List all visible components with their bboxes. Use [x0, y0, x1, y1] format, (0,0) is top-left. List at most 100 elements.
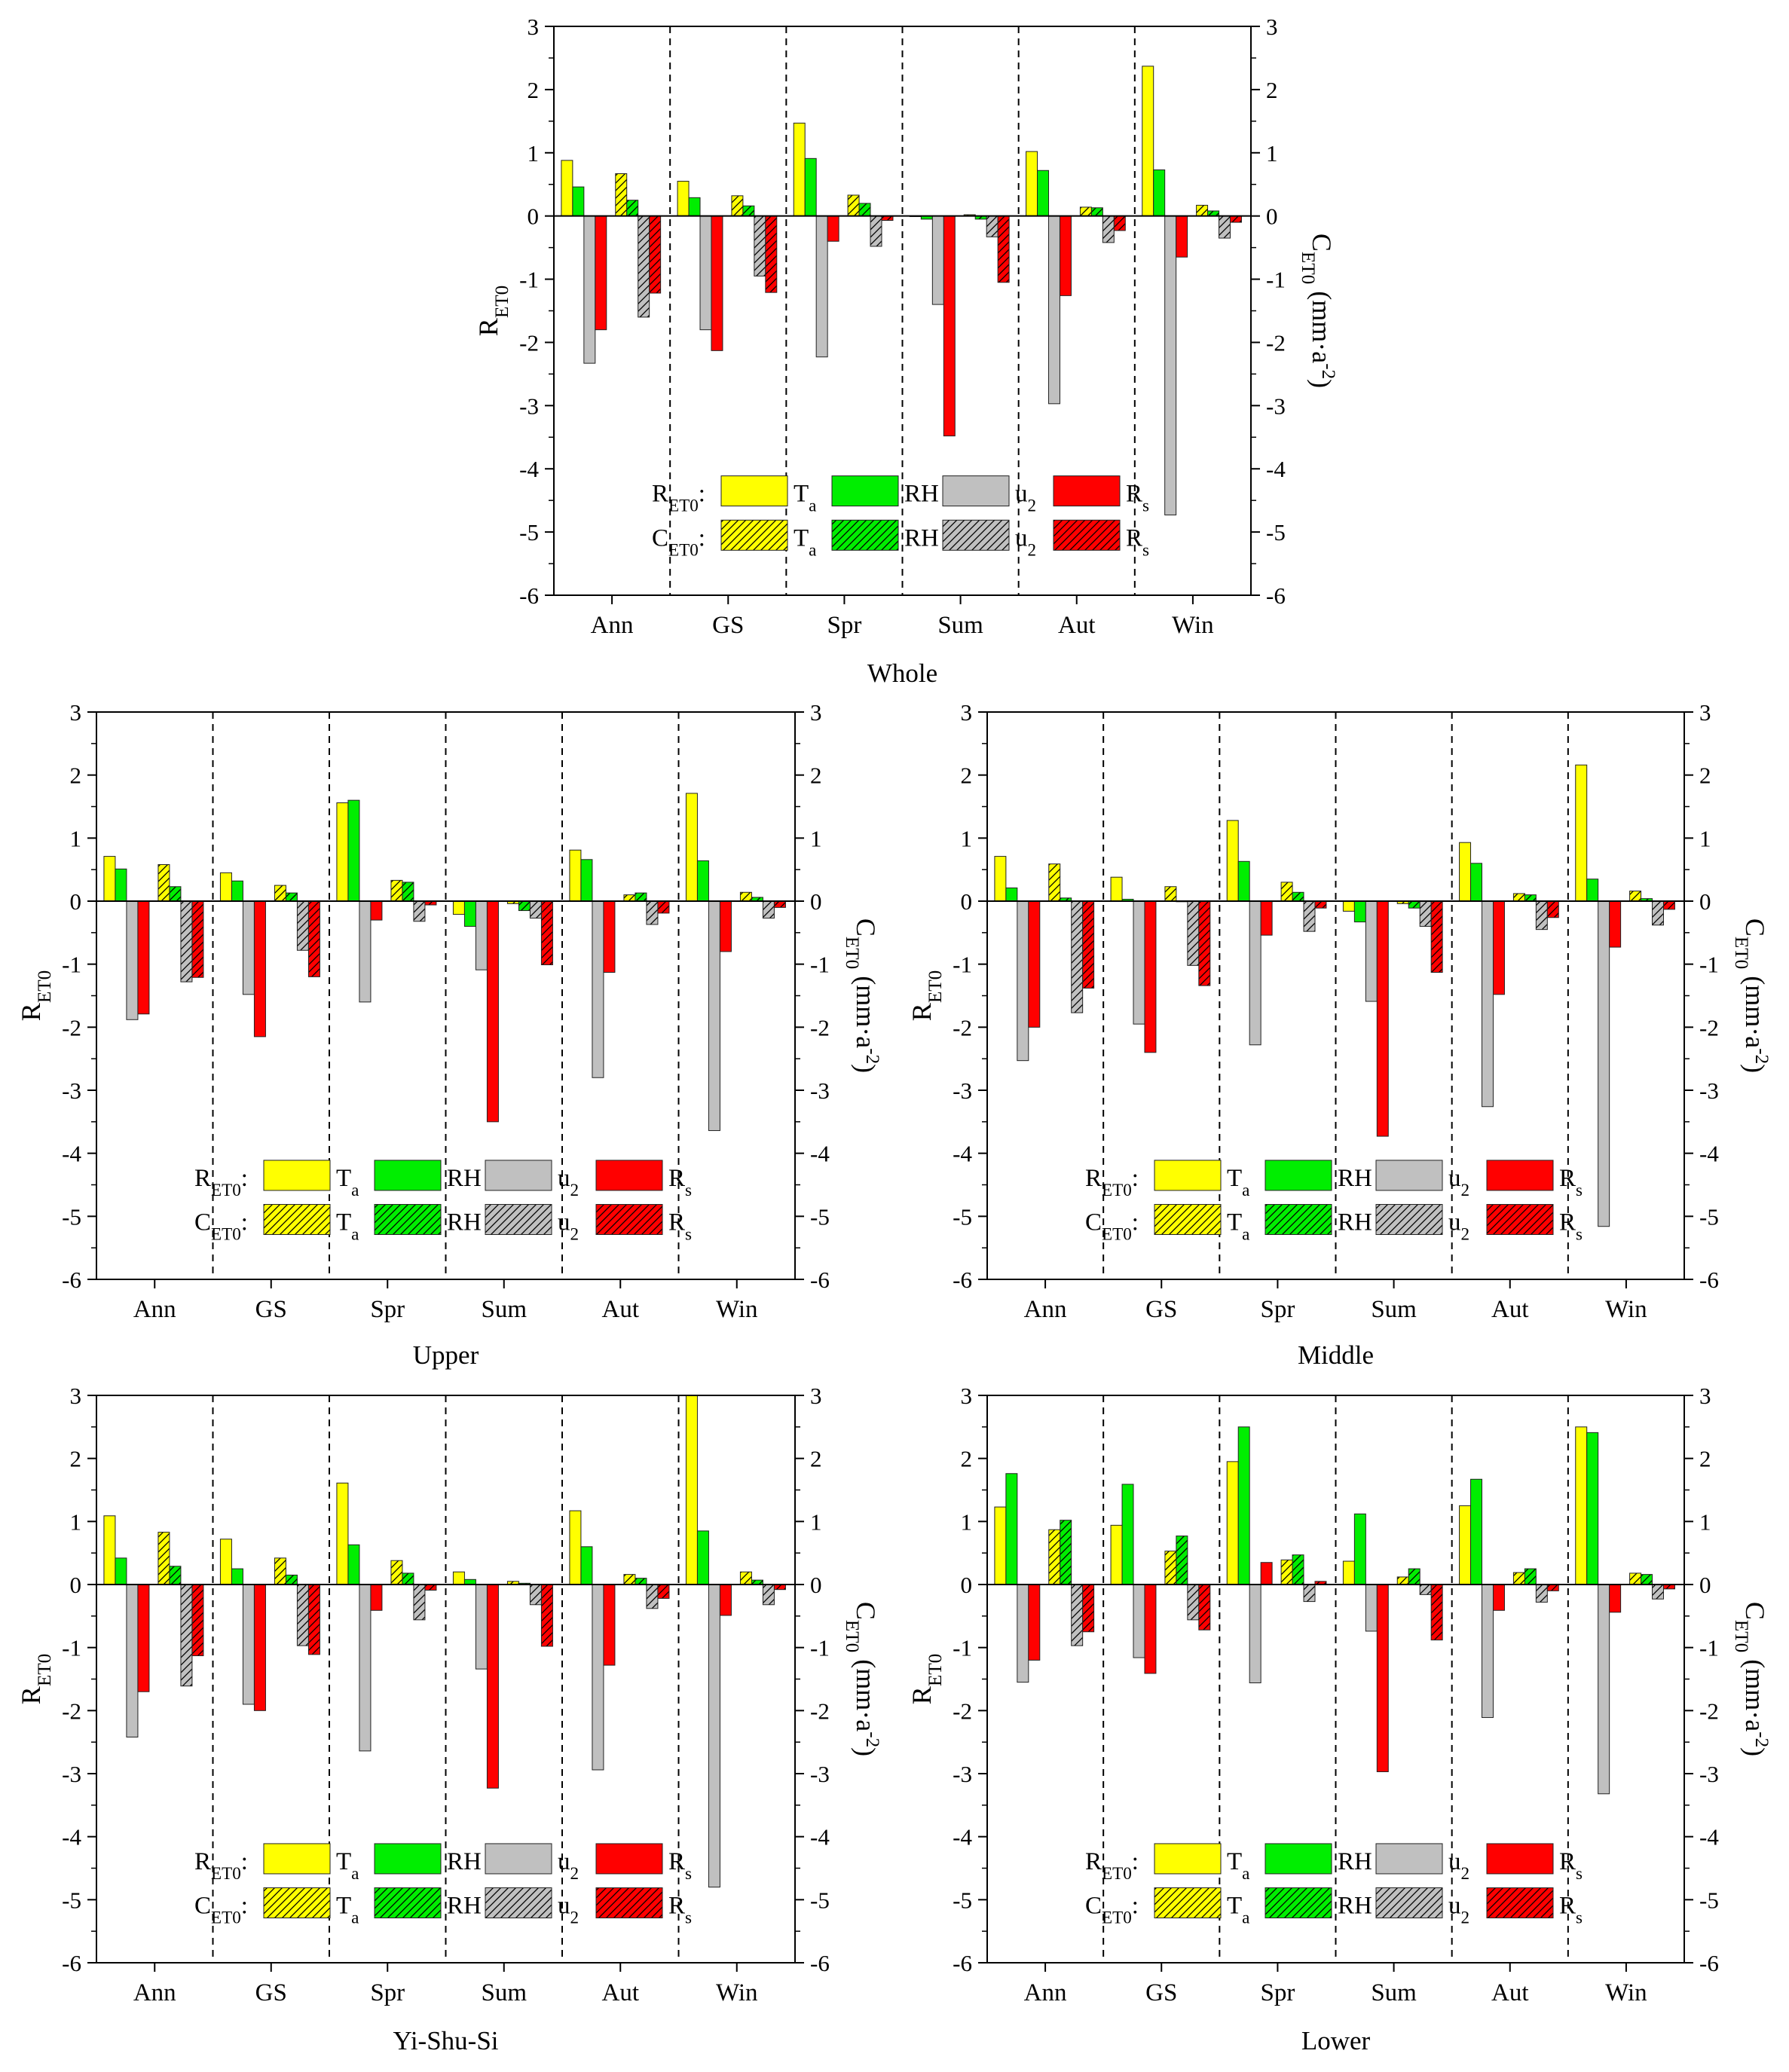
- x-category-label: Sum: [1371, 1979, 1417, 2006]
- bar-ret0-ta-gs: [219, 872, 232, 902]
- right-tick-label: -6: [1699, 1950, 1719, 1976]
- chart-panel-lower: 3 3 2 2 1 1 0 0 -1 -1 -2 -2 -3 -3 -4 -4 -5 -5 -6 -6 Ann GS Spr…: [907, 1383, 1772, 2055]
- bar-cet0-u2-spr: [413, 1584, 426, 1621]
- right-tick-label: 1: [1699, 1508, 1711, 1535]
- left-tick-label: -1: [953, 952, 972, 978]
- x-category-label: Win: [716, 1979, 758, 2006]
- left-tick-label: 0: [70, 1572, 82, 1598]
- bar-cet0-u2-spr: [413, 900, 426, 922]
- bar-ret0-u2-ann: [126, 1584, 139, 1737]
- legend-swatch-ta: [1154, 1160, 1222, 1191]
- bar-ret0-u2-win: [1598, 900, 1610, 1227]
- bar-cet0-ta-gs: [1164, 886, 1177, 902]
- left-tick-label: 0: [961, 888, 973, 915]
- bar-ret0-rs-ann: [1028, 900, 1041, 1028]
- bar-ret0-rh-ann: [115, 868, 127, 902]
- legend-label-rh: RH: [447, 1209, 482, 1236]
- legend-cet0-label: CET0:: [194, 1893, 248, 1927]
- bar-cet0-u2-ann: [180, 1584, 193, 1687]
- bar-cet0-rs-gs: [765, 215, 778, 293]
- chart-panel-middle: 3 3 2 2 1 1 0 0 -1 -1 -2 -2 -3 -3 -4 -4 -5 -5 -6 -6 Ann GS Spr…: [907, 699, 1772, 1370]
- left-tick-label: -1: [62, 1635, 81, 1661]
- bar-ret0-rh-spr: [804, 157, 817, 217]
- legend-label-ta: Ta: [794, 524, 816, 559]
- bar-ret0-rh-ann: [1005, 887, 1018, 902]
- bar-ret0-u2-spr: [359, 900, 372, 1003]
- bar-ret0-rh-ann: [572, 186, 585, 217]
- x-category-label: Spr: [827, 612, 861, 639]
- legend-swatch-rh: [374, 1204, 442, 1236]
- panel-title: Lower: [1301, 2026, 1371, 2055]
- legend-swatch-ta: [1154, 1204, 1222, 1236]
- bar-cet0-rs-gs: [307, 1584, 320, 1655]
- bar-cet0-u2-aut: [1102, 215, 1115, 243]
- bar-cet0-ta-win: [1196, 204, 1209, 217]
- legend-label-rs: Rs: [668, 1165, 692, 1199]
- x-category-label: Sum: [481, 1979, 527, 2006]
- bar-ret0-rh-spr: [1237, 1426, 1250, 1585]
- legend-swatch-rh: [1265, 1887, 1332, 1919]
- right-tick-label: 3: [810, 699, 822, 726]
- bar-ret0-ta-ann: [994, 856, 1007, 902]
- bar-cet0-rh-gs: [1176, 1536, 1188, 1585]
- legend-label-rs: Rs: [1559, 1209, 1583, 1244]
- bar-cet0-rs-ann: [1082, 1584, 1095, 1633]
- bar-cet0-rs-ann: [1082, 900, 1095, 989]
- bar-ret0-ta-gs: [1110, 876, 1123, 902]
- bar-cet0-u2-spr: [1303, 1584, 1316, 1603]
- legend-swatch-u2: [1375, 1160, 1443, 1191]
- right-tick-label: 2: [810, 1446, 822, 1472]
- legend-label-ta: Ta: [1227, 1209, 1249, 1244]
- right-axis-label: CET0 (mm·a-2): [843, 918, 883, 1073]
- x-category-label: Sum: [481, 1296, 527, 1323]
- right-tick-label: 1: [1266, 140, 1278, 167]
- legend-label-rh: RH: [904, 481, 939, 508]
- legend-swatch-ta: [263, 1204, 331, 1236]
- bar-ret0-ta-gs: [677, 181, 690, 217]
- right-tick-label: 1: [1699, 825, 1711, 851]
- bar-ret0-rs-sum: [486, 900, 499, 1123]
- legend-label-ta: Ta: [794, 481, 816, 515]
- bar-cet0-rh-sum: [1408, 900, 1420, 909]
- legend-swatch-rs: [1053, 519, 1121, 551]
- legend-label-ta: Ta: [336, 1893, 359, 1927]
- left-tick-label: 3: [70, 699, 82, 726]
- bar-ret0-ta-aut: [569, 849, 582, 902]
- right-tick-label: -6: [1266, 582, 1286, 609]
- left-axis-label: RET0: [473, 286, 512, 336]
- x-category-label: Ann: [133, 1296, 176, 1323]
- bar-ret0-u2-sum: [475, 900, 488, 970]
- right-tick-label: 2: [1699, 1446, 1711, 1472]
- bar-ret0-u2-win: [1164, 215, 1177, 515]
- x-category-label: Sum: [937, 612, 983, 639]
- bar-cet0-ta-aut: [1512, 1572, 1525, 1585]
- bar-cet0-ta-win: [1629, 1572, 1642, 1585]
- legend: RET0: Ta RH u2 Rs CET0: Ta RH u2 Rs: [194, 1160, 692, 1244]
- right-tick-label: -1: [810, 1635, 830, 1661]
- x-category-label: GS: [1145, 1296, 1177, 1323]
- x-category-label: Aut: [602, 1979, 640, 2006]
- left-tick-label: 0: [961, 1572, 973, 1598]
- left-tick-label: 2: [70, 1446, 82, 1472]
- bar-ret0-ta-aut: [1459, 1505, 1472, 1585]
- legend-label-u2: u2: [558, 1165, 579, 1199]
- legend-cet0-label: CET0:: [1085, 1893, 1139, 1927]
- legend-swatch-rh: [1265, 1160, 1332, 1191]
- x-category-label: Spr: [370, 1979, 405, 2006]
- bar-ret0-u2-win: [708, 1584, 720, 1888]
- legend-swatch-u2: [485, 1887, 552, 1919]
- bar-cet0-rh-gs: [742, 205, 755, 217]
- bar-ret0-rh-aut: [580, 1546, 593, 1585]
- left-tick-label: -6: [62, 1950, 81, 1976]
- bar-ret0-rs-ann: [137, 1584, 150, 1692]
- bar-cet0-ta-gs: [274, 1557, 286, 1585]
- x-category-label: Spr: [1260, 1296, 1295, 1323]
- bar-ret0-ta-ann: [994, 1506, 1007, 1585]
- bar-cet0-rs-aut: [1546, 1584, 1559, 1591]
- bar-cet0-rh-aut: [635, 892, 647, 902]
- left-tick-label: 3: [528, 14, 540, 40]
- right-tick-label: -3: [1699, 1077, 1719, 1104]
- bar-cet0-rh-aut: [1524, 894, 1537, 902]
- bar-ret0-rs-gs: [1144, 1584, 1157, 1674]
